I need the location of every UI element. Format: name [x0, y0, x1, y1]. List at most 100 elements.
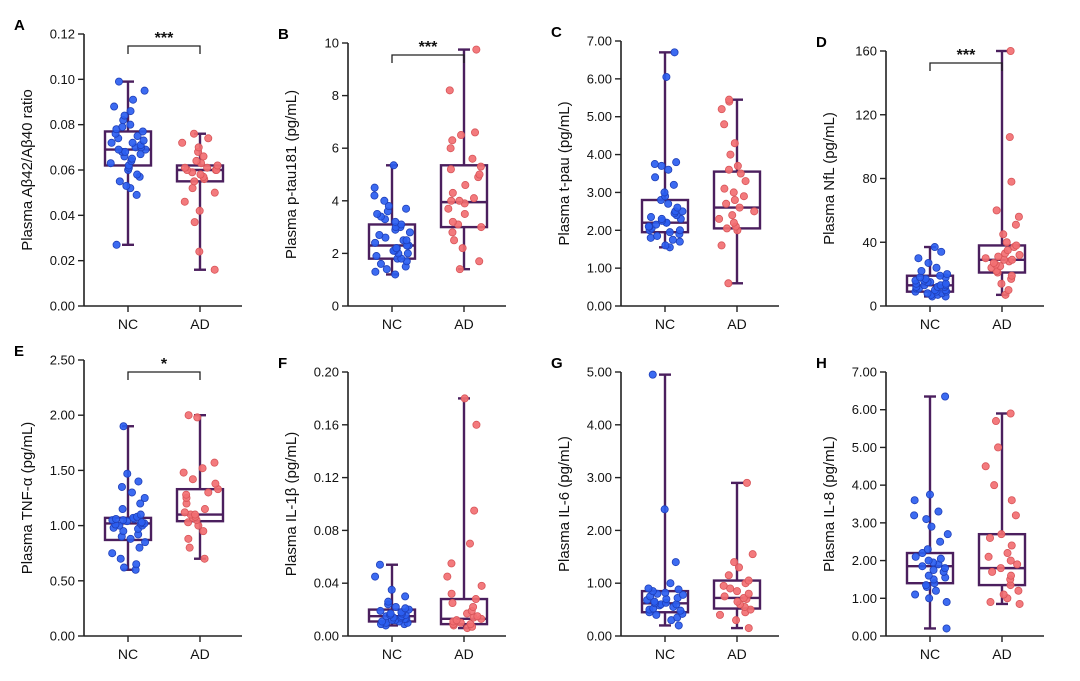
data-point-ad — [1005, 133, 1014, 142]
data-point-ad — [1013, 560, 1022, 569]
y-tick-label: 6.00 — [852, 402, 877, 417]
data-point-nc — [925, 594, 934, 603]
data-point-ad — [469, 194, 478, 203]
data-point-nc — [391, 602, 400, 611]
points-ad — [178, 129, 222, 274]
data-point-nc — [133, 170, 142, 179]
data-point-ad — [748, 550, 757, 559]
data-point-nc — [403, 249, 412, 258]
data-point-nc — [934, 507, 943, 516]
data-point-ad — [210, 188, 219, 197]
y-tick-label: 120 — [855, 107, 877, 122]
data-point-ad — [744, 624, 753, 633]
data-point-nc — [141, 538, 150, 547]
x-tick-label: NC — [920, 646, 940, 662]
data-point-ad — [445, 86, 454, 95]
data-point-nc — [923, 289, 932, 298]
data-point-ad — [447, 559, 456, 568]
data-point-ad — [1003, 549, 1012, 558]
data-point-ad — [180, 508, 189, 517]
panel-label: D — [816, 34, 827, 51]
data-point-nc — [119, 527, 128, 536]
data-point-ad — [733, 161, 742, 170]
y-tick-label: 8 — [332, 88, 339, 103]
data-point-ad — [210, 265, 219, 274]
data-point-nc — [127, 488, 136, 497]
data-point-nc — [126, 107, 135, 116]
data-point-nc — [378, 617, 387, 626]
data-point-ad — [981, 462, 990, 471]
x-tick-label: AD — [727, 646, 746, 662]
data-point-ad — [472, 420, 481, 429]
data-point-ad — [996, 564, 1005, 573]
data-point-ad — [729, 218, 738, 227]
data-point-nc — [927, 522, 936, 531]
data-point-ad — [715, 214, 724, 223]
data-point-ad — [448, 188, 457, 197]
y-tick-label: 4.00 — [587, 417, 612, 432]
data-point-ad — [994, 443, 1003, 452]
data-point-nc — [118, 505, 127, 514]
data-point-ad — [448, 228, 457, 237]
data-point-nc — [391, 217, 400, 226]
y-tick-label: 7.00 — [587, 34, 612, 49]
data-point-nc — [136, 510, 145, 519]
data-point-nc — [650, 597, 659, 606]
data-point-nc — [943, 270, 952, 279]
data-point-nc — [114, 77, 123, 86]
y-tick-label: 6.00 — [587, 71, 612, 86]
data-point-ad — [447, 196, 456, 205]
data-point-ad — [1006, 556, 1015, 565]
points-nc — [644, 48, 687, 252]
data-point-nc — [386, 609, 395, 618]
data-point-nc — [917, 266, 926, 275]
y-tick-label: 0.08 — [50, 117, 75, 132]
y-axis-label: Plasma IL-8 (pg/mL) — [821, 436, 838, 572]
data-point-ad — [469, 602, 478, 611]
data-point-nc — [925, 490, 934, 499]
data-point-ad — [717, 241, 726, 250]
data-point-nc — [114, 145, 123, 154]
data-point-ad — [444, 204, 453, 213]
data-point-nc — [108, 549, 117, 558]
data-point-nc — [942, 624, 951, 633]
data-point-ad — [986, 598, 995, 607]
data-point-nc — [672, 158, 681, 167]
y-tick-label: 1.00 — [852, 591, 877, 606]
y-tick-label: 0.02 — [50, 253, 75, 268]
significance-bracket — [127, 45, 201, 54]
data-point-nc — [129, 95, 138, 104]
y-tick-label: 6 — [332, 141, 339, 156]
panel-label: G — [551, 355, 563, 372]
significance-label: * — [161, 356, 168, 373]
data-point-nc — [672, 600, 681, 609]
data-point-nc — [371, 238, 380, 247]
x-tick-label: NC — [655, 646, 675, 662]
panel-b: B Plasma p-tau181 (pg/mL) 0 2 4 6 8 10 NC AD *** — [278, 26, 506, 332]
data-point-ad — [470, 506, 479, 515]
points-nc — [911, 243, 952, 301]
data-point-nc — [664, 199, 673, 208]
panel-f: F Plasma IL-1β (pg/mL) 0.00 0.04 0.08 0.12 0.1… — [278, 355, 506, 662]
panel-label: A — [14, 17, 25, 34]
data-point-ad — [447, 589, 456, 598]
data-point-ad — [204, 134, 213, 143]
data-point-ad — [466, 620, 475, 629]
data-point-nc — [942, 598, 951, 607]
y-tick-label: 0.50 — [50, 573, 75, 588]
x-tick-label: AD — [727, 316, 746, 332]
iqr-box — [367, 223, 417, 260]
y-tick-label: 3.00 — [587, 185, 612, 200]
data-point-ad — [443, 572, 452, 581]
y-tick-label: 40 — [863, 235, 877, 250]
data-point-ad — [722, 224, 731, 233]
y-tick-label: 2.00 — [50, 408, 75, 423]
panel-label: B — [278, 26, 289, 43]
y-tick-label: 0.04 — [50, 208, 75, 223]
data-point-nc — [670, 48, 679, 57]
points-ad — [981, 409, 1024, 608]
points-ad — [179, 411, 222, 563]
data-point-ad — [213, 161, 222, 170]
data-point-ad — [192, 156, 201, 165]
data-point-nc — [126, 120, 135, 129]
